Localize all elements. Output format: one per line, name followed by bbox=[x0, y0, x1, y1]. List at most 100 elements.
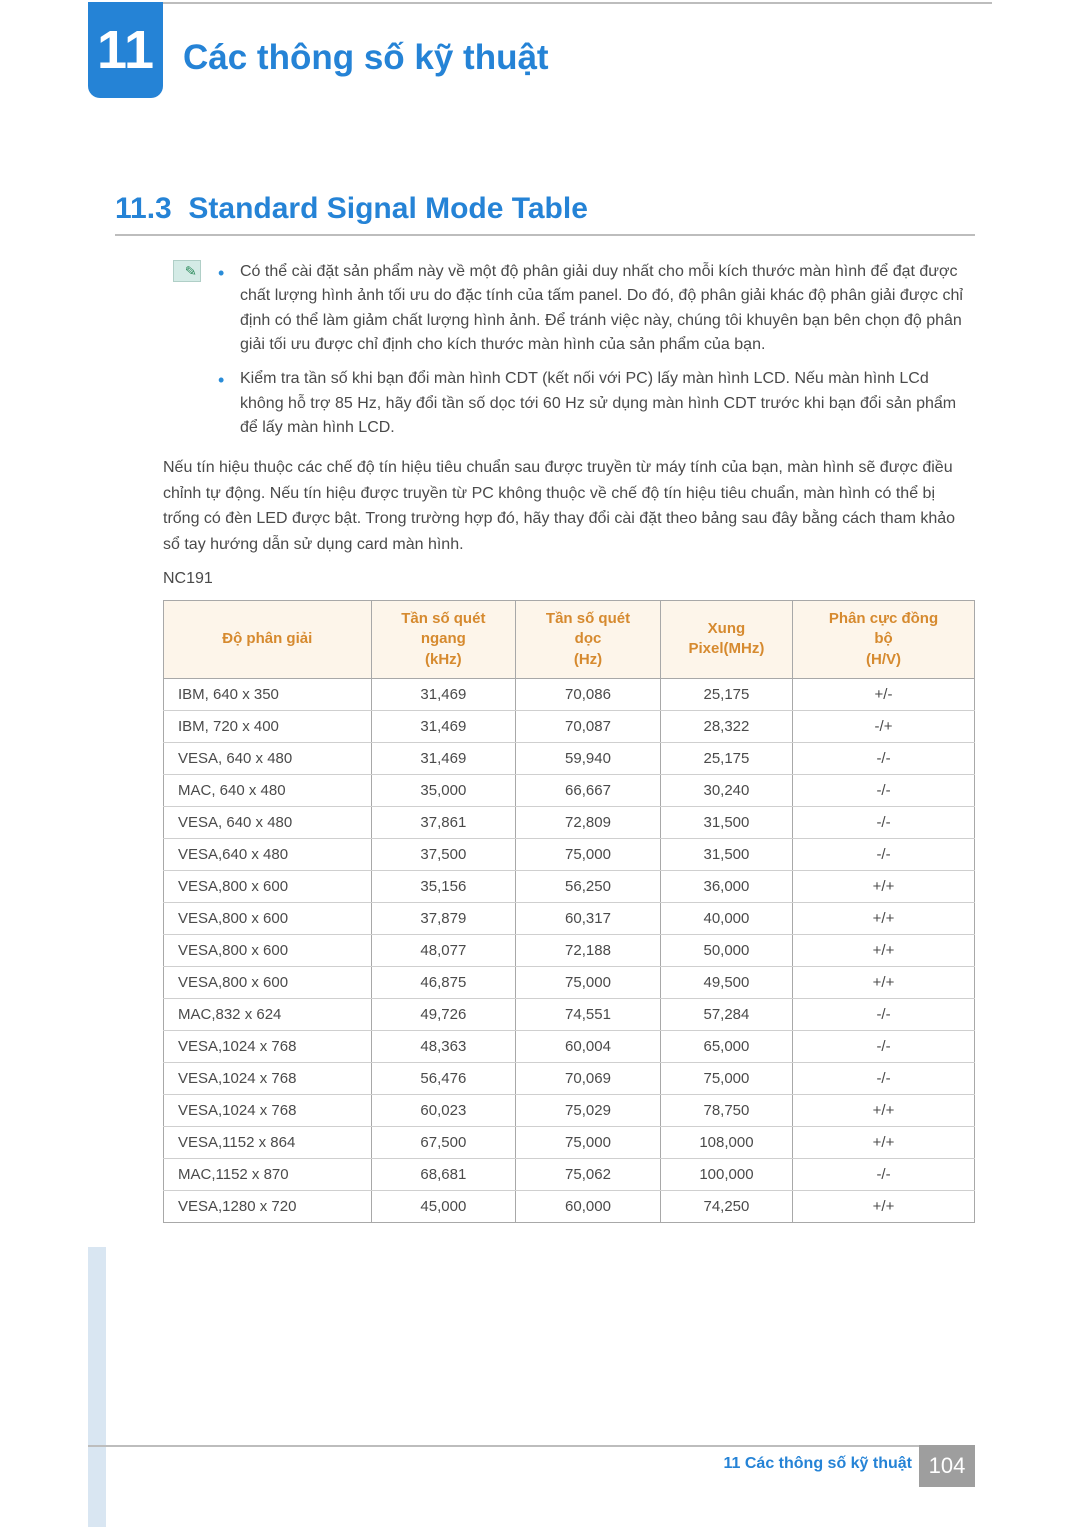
table-cell: 72,188 bbox=[516, 934, 661, 966]
footer: 11 Các thông số kỹ thuật 104 bbox=[0, 1451, 1080, 1491]
table-cell: 28,322 bbox=[660, 710, 792, 742]
table-cell: 78,750 bbox=[660, 1094, 792, 1126]
table-cell: 46,875 bbox=[371, 966, 516, 998]
table-row: VESA,1280 x 72045,00060,00074,250+/+ bbox=[164, 1190, 975, 1222]
table-cell: 65,000 bbox=[660, 1030, 792, 1062]
table-cell: 31,469 bbox=[371, 710, 516, 742]
col-hfreq: Tần số quétngang(kHz) bbox=[371, 601, 516, 679]
table-body: IBM, 640 x 35031,46970,08625,175+/-IBM, … bbox=[164, 678, 975, 1222]
table-cell: 40,000 bbox=[660, 902, 792, 934]
table-cell: VESA,1024 x 768 bbox=[164, 1062, 372, 1094]
table-cell: -/- bbox=[793, 1158, 975, 1190]
table-cell: 35,156 bbox=[371, 870, 516, 902]
table-cell: -/- bbox=[793, 838, 975, 870]
col-resolution: Độ phân giải bbox=[164, 601, 372, 679]
table-cell: 75,000 bbox=[516, 1126, 661, 1158]
table-row: VESA, 640 x 48031,46959,94025,175-/- bbox=[164, 742, 975, 774]
section-title: Standard Signal Mode Table bbox=[188, 192, 588, 225]
intro-paragraph: Nếu tín hiệu thuộc các chế độ tín hiệu t… bbox=[163, 455, 975, 557]
table-cell: 31,469 bbox=[371, 678, 516, 710]
table-cell: 60,000 bbox=[516, 1190, 661, 1222]
table-row: MAC, 640 x 48035,00066,66730,240-/- bbox=[164, 774, 975, 806]
table-cell: 72,809 bbox=[516, 806, 661, 838]
table-cell: IBM, 720 x 400 bbox=[164, 710, 372, 742]
table-cell: +/+ bbox=[793, 934, 975, 966]
table-cell: VESA,800 x 600 bbox=[164, 870, 372, 902]
chapter-number-box: 11 bbox=[88, 2, 163, 98]
footer-text: 11 Các thông số kỹ thuật bbox=[724, 1455, 912, 1473]
footer-divider bbox=[88, 1445, 975, 1447]
table-cell: 31,469 bbox=[371, 742, 516, 774]
table-row: VESA,1024 x 76856,47670,06975,000-/- bbox=[164, 1062, 975, 1094]
table-cell: -/- bbox=[793, 1062, 975, 1094]
table-row: VESA,1152 x 86467,50075,000108,000+/+ bbox=[164, 1126, 975, 1158]
table-cell: MAC, 640 x 480 bbox=[164, 774, 372, 806]
model-label: NC191 bbox=[163, 570, 213, 588]
table-cell: 74,551 bbox=[516, 998, 661, 1030]
note-icon: ✎ bbox=[173, 260, 201, 282]
table-cell: VESA,1024 x 768 bbox=[164, 1030, 372, 1062]
table-cell: 45,000 bbox=[371, 1190, 516, 1222]
table-cell: 70,069 bbox=[516, 1062, 661, 1094]
table-cell: -/- bbox=[793, 774, 975, 806]
table-cell: 60,317 bbox=[516, 902, 661, 934]
table-cell: 49,726 bbox=[371, 998, 516, 1030]
table-cell: -/- bbox=[793, 1030, 975, 1062]
table-cell: VESA,1024 x 768 bbox=[164, 1094, 372, 1126]
note-bullet-2: Kiểm tra tần số khi bạn đổi màn hình CDT… bbox=[218, 367, 975, 440]
note-bullet-list: Có thể cài đặt sản phẩm này về một độ ph… bbox=[218, 260, 975, 450]
table-cell: 66,667 bbox=[516, 774, 661, 806]
table-cell: 25,175 bbox=[660, 742, 792, 774]
table-cell: 108,000 bbox=[660, 1126, 792, 1158]
table-cell: 37,879 bbox=[371, 902, 516, 934]
col-polarity: Phân cực đồngbộ(H/V) bbox=[793, 601, 975, 679]
table-cell: VESA,800 x 600 bbox=[164, 966, 372, 998]
table-cell: VESA,640 x 480 bbox=[164, 838, 372, 870]
table-row: VESA,800 x 60046,87575,00049,500+/+ bbox=[164, 966, 975, 998]
table-cell: MAC,832 x 624 bbox=[164, 998, 372, 1030]
table-cell: VESA, 640 x 480 bbox=[164, 806, 372, 838]
table-cell: 75,029 bbox=[516, 1094, 661, 1126]
table-cell: 100,000 bbox=[660, 1158, 792, 1190]
table-row: VESA,800 x 60037,87960,31740,000+/+ bbox=[164, 902, 975, 934]
table-cell: 56,476 bbox=[371, 1062, 516, 1094]
table-cell: 35,000 bbox=[371, 774, 516, 806]
table-cell: 74,250 bbox=[660, 1190, 792, 1222]
table-cell: 49,500 bbox=[660, 966, 792, 998]
table-row: MAC,1152 x 87068,68175,062100,000-/- bbox=[164, 1158, 975, 1190]
table-row: IBM, 640 x 35031,46970,08625,175+/- bbox=[164, 678, 975, 710]
table-cell: 75,000 bbox=[516, 838, 661, 870]
table-cell: +/+ bbox=[793, 870, 975, 902]
table-header-row: Độ phân giải Tần số quétngang(kHz) Tần s… bbox=[164, 601, 975, 679]
table-cell: 48,077 bbox=[371, 934, 516, 966]
table-cell: 68,681 bbox=[371, 1158, 516, 1190]
signal-mode-table: Độ phân giải Tần số quétngang(kHz) Tần s… bbox=[163, 600, 975, 1223]
table-cell: 50,000 bbox=[660, 934, 792, 966]
table-cell: 70,087 bbox=[516, 710, 661, 742]
table-cell: 67,500 bbox=[371, 1126, 516, 1158]
table-cell: -/+ bbox=[793, 710, 975, 742]
table-cell: 48,363 bbox=[371, 1030, 516, 1062]
table-cell: +/+ bbox=[793, 902, 975, 934]
table-cell: 60,004 bbox=[516, 1030, 661, 1062]
table-cell: 31,500 bbox=[660, 806, 792, 838]
table-cell: +/+ bbox=[793, 966, 975, 998]
section-number: 11.3 bbox=[115, 192, 172, 225]
table-cell: 60,023 bbox=[371, 1094, 516, 1126]
table-row: MAC,832 x 62449,72674,55157,284-/- bbox=[164, 998, 975, 1030]
table-cell: 75,062 bbox=[516, 1158, 661, 1190]
table-cell: 37,500 bbox=[371, 838, 516, 870]
table-cell: +/+ bbox=[793, 1190, 975, 1222]
section-underline bbox=[115, 234, 975, 236]
table-cell: 31,500 bbox=[660, 838, 792, 870]
table-row: VESA,800 x 60048,07772,18850,000+/+ bbox=[164, 934, 975, 966]
table-cell: 37,861 bbox=[371, 806, 516, 838]
table-cell: VESA,1152 x 864 bbox=[164, 1126, 372, 1158]
footer-page-number: 104 bbox=[919, 1445, 975, 1487]
table-cell: 59,940 bbox=[516, 742, 661, 774]
table-cell: +/- bbox=[793, 678, 975, 710]
top-divider bbox=[88, 2, 992, 4]
table-row: VESA,1024 x 76860,02375,02978,750+/+ bbox=[164, 1094, 975, 1126]
table-row: VESA,1024 x 76848,36360,00465,000-/- bbox=[164, 1030, 975, 1062]
table-cell: -/- bbox=[793, 806, 975, 838]
